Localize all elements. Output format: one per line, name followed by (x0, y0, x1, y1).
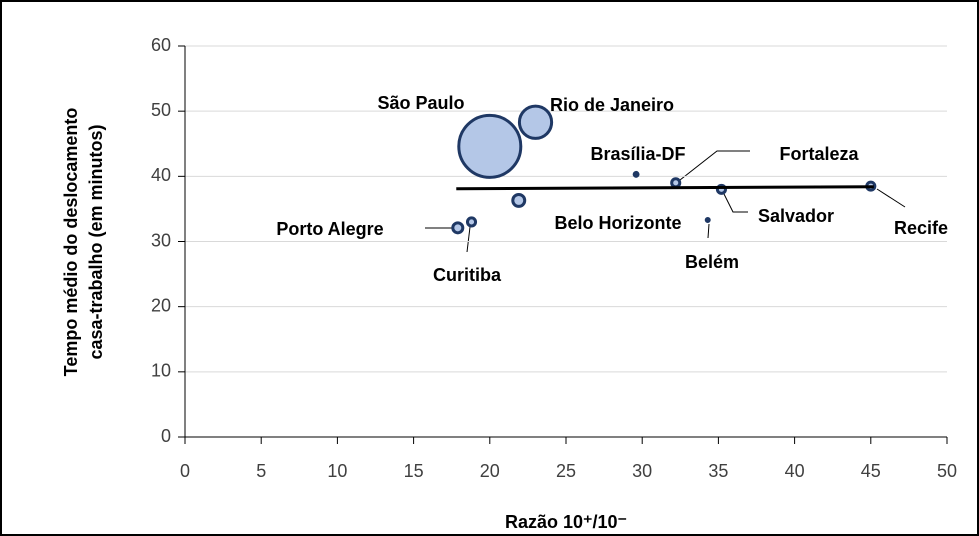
data-label: Curitiba (433, 265, 502, 285)
trend-line (456, 185, 874, 191)
bubble (457, 113, 523, 179)
x-axis-title: Razão 10⁺/10⁻ (505, 512, 627, 532)
y-tick-label: 40 (151, 165, 171, 185)
x-tick-label: 10 (327, 461, 347, 481)
bubble (511, 192, 527, 208)
bubble (465, 216, 478, 228)
bubble (632, 170, 640, 178)
y-tick-label: 30 (151, 230, 171, 250)
bubble (704, 216, 711, 223)
leader-lines (425, 150, 906, 253)
data-label: Fortaleza (779, 144, 859, 164)
y-tick-label: 0 (161, 426, 171, 446)
y-tick-label: 10 (151, 361, 171, 381)
data-label: Rio de Janeiro (550, 95, 674, 115)
data-label: Recife (894, 218, 948, 238)
y-tick-label: 60 (151, 35, 171, 55)
x-tick-label: 40 (785, 461, 805, 481)
data-label: Belém (685, 252, 739, 272)
data-label: Porto Alegre (276, 219, 383, 239)
y-tick-label: 50 (151, 100, 171, 120)
x-tick-label: 5 (256, 461, 266, 481)
y-tick-label: 20 (151, 295, 171, 315)
x-tick-label: 25 (556, 461, 576, 481)
data-label: Brasília-DF (590, 144, 685, 164)
bubble (451, 221, 465, 235)
y-axis-title: casa-trabalho (em minutos) (86, 124, 106, 359)
x-tick-label: 50 (937, 461, 957, 481)
bubble (670, 177, 682, 189)
data-label: São Paulo (377, 93, 464, 113)
x-tick-label: 20 (480, 461, 500, 481)
bubble (517, 104, 554, 140)
x-tick-label: 35 (708, 461, 728, 481)
x-tick-label: 30 (632, 461, 652, 481)
x-tick-label: 15 (404, 461, 424, 481)
data-label: Belo Horizonte (554, 213, 681, 233)
data-label: Salvador (758, 206, 834, 226)
x-tick-label: 45 (861, 461, 881, 481)
y-axis-title: Tempo médio do deslocamento (61, 108, 81, 377)
x-tick-label: 0 (180, 461, 190, 481)
